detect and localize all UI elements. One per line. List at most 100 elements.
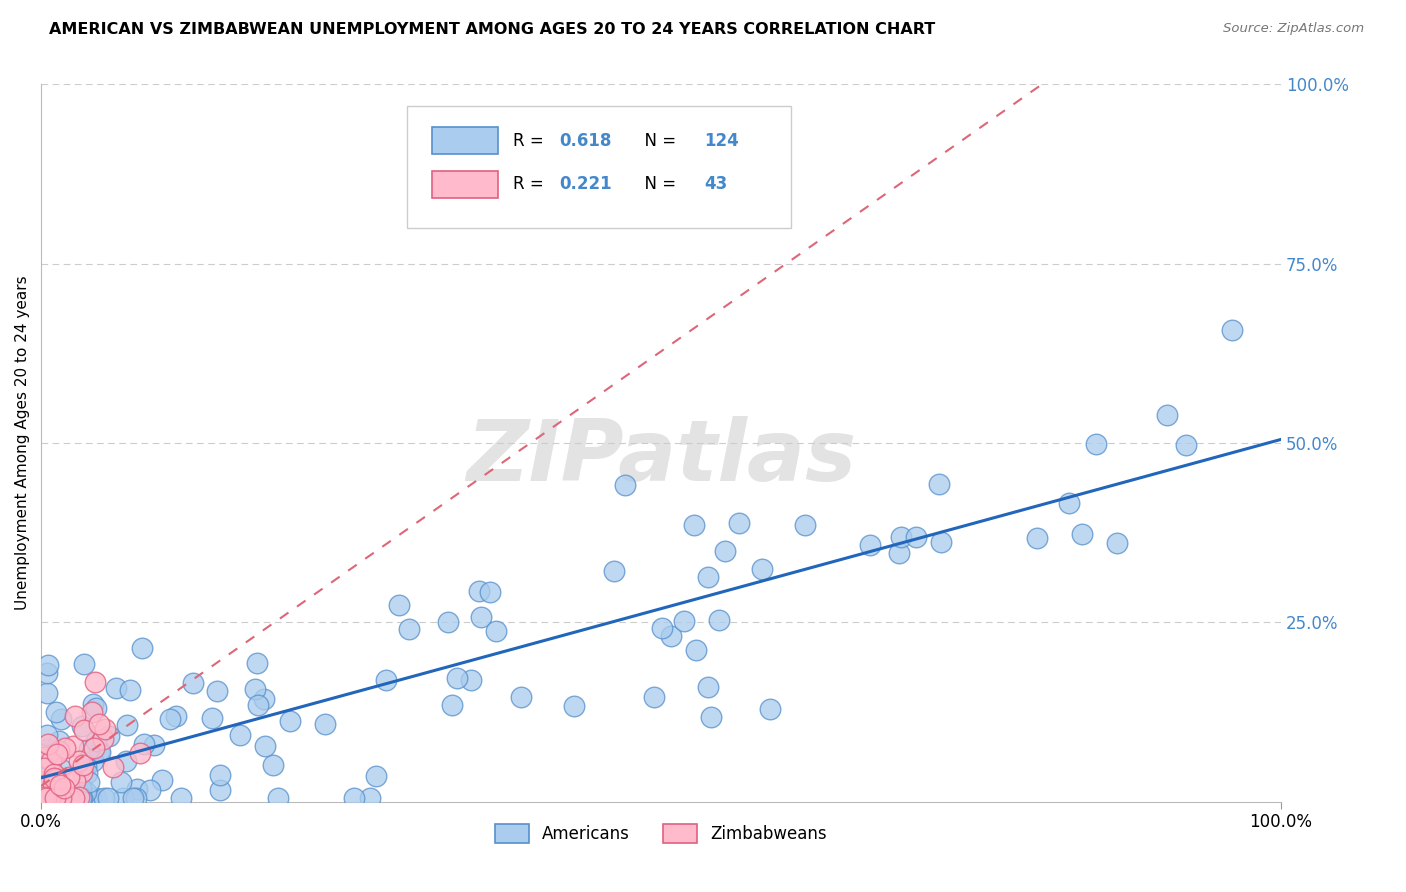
Point bbox=[72, 765, 94, 780]
Point bbox=[48, 734, 70, 748]
Point bbox=[69, 781, 91, 796]
Point bbox=[42, 771, 65, 785]
Text: R =: R = bbox=[513, 175, 548, 194]
Point bbox=[101, 759, 124, 773]
Point bbox=[83, 741, 105, 756]
Point bbox=[398, 622, 420, 636]
Text: ZIPatlas: ZIPatlas bbox=[465, 416, 856, 499]
Point bbox=[35, 791, 58, 805]
Point bbox=[37, 791, 59, 805]
Point bbox=[1057, 496, 1080, 510]
Point bbox=[75, 759, 97, 773]
Point bbox=[697, 569, 720, 583]
Point bbox=[89, 717, 111, 731]
Point bbox=[134, 737, 156, 751]
Point bbox=[94, 722, 117, 736]
Point bbox=[45, 772, 67, 786]
Point bbox=[859, 538, 882, 552]
Text: N =: N = bbox=[634, 175, 682, 194]
Point bbox=[181, 675, 204, 690]
Point bbox=[37, 752, 59, 766]
Point bbox=[388, 598, 411, 612]
Point bbox=[42, 777, 65, 791]
Point bbox=[67, 754, 90, 768]
Point bbox=[37, 686, 59, 700]
Point bbox=[643, 690, 665, 704]
Point bbox=[49, 712, 72, 726]
Point bbox=[37, 738, 59, 752]
Point bbox=[97, 791, 120, 805]
Point bbox=[62, 791, 84, 805]
Point bbox=[124, 791, 146, 805]
Point bbox=[73, 657, 96, 671]
Point bbox=[714, 544, 737, 558]
Point bbox=[603, 564, 626, 578]
Point bbox=[65, 791, 87, 805]
Point bbox=[510, 690, 533, 704]
Point bbox=[614, 478, 637, 492]
Point bbox=[58, 791, 80, 805]
Point bbox=[229, 727, 252, 741]
Point bbox=[58, 770, 80, 784]
Bar bbox=[432, 170, 498, 198]
Point bbox=[58, 791, 80, 805]
Text: R =: R = bbox=[513, 132, 548, 150]
Point bbox=[75, 785, 97, 799]
Point bbox=[246, 657, 269, 671]
Point bbox=[65, 791, 87, 805]
Point bbox=[104, 681, 127, 695]
Point bbox=[55, 791, 77, 805]
Point bbox=[446, 671, 468, 685]
Point bbox=[46, 770, 69, 784]
Point bbox=[254, 739, 277, 753]
Point bbox=[928, 476, 950, 491]
Point bbox=[905, 530, 928, 544]
Point bbox=[86, 733, 108, 747]
Point bbox=[889, 546, 911, 560]
Point bbox=[267, 791, 290, 805]
Point bbox=[72, 758, 94, 772]
Point bbox=[728, 516, 751, 531]
Point bbox=[253, 692, 276, 706]
Point bbox=[87, 744, 110, 758]
Point bbox=[37, 658, 59, 673]
Point bbox=[91, 732, 114, 747]
Point bbox=[39, 754, 62, 768]
Point bbox=[359, 791, 381, 805]
Point bbox=[207, 684, 229, 698]
Point bbox=[170, 791, 193, 805]
Point bbox=[89, 745, 111, 759]
Point bbox=[437, 615, 460, 630]
Point bbox=[794, 518, 817, 533]
Point bbox=[32, 789, 55, 804]
Text: N =: N = bbox=[634, 132, 682, 150]
Point bbox=[478, 585, 501, 599]
Point bbox=[52, 781, 75, 796]
Point bbox=[651, 621, 673, 635]
Point bbox=[208, 783, 231, 797]
Point bbox=[247, 698, 270, 712]
Point bbox=[751, 562, 773, 576]
Point bbox=[166, 709, 188, 723]
Point bbox=[49, 778, 72, 792]
Point bbox=[38, 791, 60, 805]
Point bbox=[375, 673, 398, 687]
Y-axis label: Unemployment Among Ages 20 to 24 years: Unemployment Among Ages 20 to 24 years bbox=[15, 276, 30, 610]
Text: 124: 124 bbox=[704, 132, 740, 150]
Point bbox=[77, 791, 100, 805]
Point bbox=[929, 534, 952, 549]
Point bbox=[890, 530, 912, 544]
Point bbox=[76, 766, 98, 780]
Point bbox=[114, 755, 136, 769]
Point bbox=[468, 583, 491, 598]
FancyBboxPatch shape bbox=[406, 106, 792, 227]
Point bbox=[685, 643, 707, 657]
Point bbox=[32, 750, 55, 764]
Point bbox=[700, 710, 723, 724]
Point bbox=[262, 758, 284, 772]
Text: 0.618: 0.618 bbox=[560, 132, 612, 150]
Point bbox=[48, 744, 70, 758]
Point bbox=[364, 769, 387, 783]
Point bbox=[67, 789, 90, 804]
Point bbox=[1156, 409, 1178, 423]
